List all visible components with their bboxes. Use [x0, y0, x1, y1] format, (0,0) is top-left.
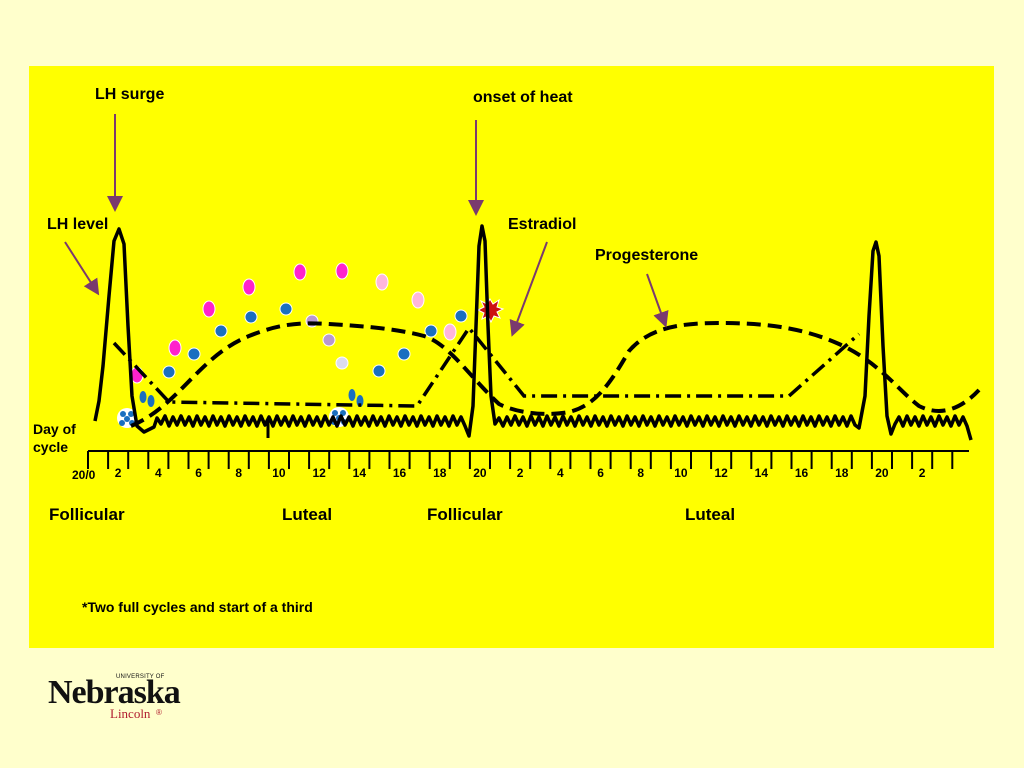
corpus-luteum — [322, 333, 336, 347]
tick-label: 16 — [794, 466, 809, 480]
follicle — [335, 262, 349, 280]
logo-university-of: UNIVERSITY OF — [116, 674, 165, 680]
logo-name: Nebraska — [48, 674, 181, 711]
follicle — [356, 395, 364, 407]
phase-label: Follicular — [427, 505, 503, 524]
follicle — [397, 347, 411, 361]
tick-label: 16 — [392, 466, 407, 480]
tick-label: 20 — [473, 466, 487, 480]
follicle — [279, 302, 293, 316]
estradiol-label: Estradiol — [508, 216, 577, 233]
tick-label: 6 — [195, 466, 202, 480]
lh-surge-label: LH surge — [95, 86, 165, 103]
tick-label: 8 — [235, 466, 243, 480]
tick-label: 6 — [597, 466, 604, 480]
tick-label: 10 — [674, 466, 688, 480]
follicle — [139, 391, 147, 403]
lh-curve — [93, 224, 973, 441]
tick-label: 4 — [155, 466, 162, 480]
progesterone-label: Progesterone — [595, 247, 699, 264]
tick-label: 14 — [754, 466, 769, 480]
tick-label: 20 — [875, 466, 889, 480]
follicle — [411, 291, 425, 309]
tick-label: 18 — [835, 466, 849, 480]
axis-start-label: 20/0 — [72, 468, 96, 482]
follicle — [372, 364, 386, 378]
diagram-panel: LH surge onset of heat LH level Estradio… — [29, 66, 994, 648]
follicle — [168, 339, 182, 357]
follicle — [147, 395, 155, 407]
tick-label: 2 — [918, 466, 926, 480]
progesterone-curve — [130, 320, 981, 428]
follicle — [454, 309, 468, 323]
follicle-arc — [117, 262, 505, 428]
logo-registered-mark: ® — [156, 708, 162, 717]
corpus-luteum — [335, 356, 349, 370]
follicle — [443, 323, 457, 341]
follicle — [424, 324, 438, 338]
phase-label: Follicular — [49, 505, 125, 524]
footnote: *Two full cycles and start of a third — [82, 599, 313, 615]
follicle — [348, 389, 356, 401]
tick-label: 14 — [352, 466, 367, 480]
follicle — [293, 263, 307, 281]
tick-label: 12 — [312, 466, 326, 480]
tick-label: 4 — [557, 466, 564, 480]
hormone-cycle-diagram — [64, 114, 981, 469]
university-logo: Nebraska UNIVERSITY OF Lincoln ® — [48, 672, 181, 724]
phase-label: Luteal — [685, 505, 736, 524]
day-axis — [87, 450, 969, 469]
logo-city: Lincoln — [110, 706, 151, 721]
lh-level-label: LH level — [47, 216, 109, 233]
follicle — [202, 300, 216, 318]
tick-label: 8 — [637, 466, 645, 480]
tick-label: 2 — [516, 466, 524, 480]
lh-level-arrow — [64, 241, 100, 296]
follicle — [162, 365, 176, 379]
follicle — [187, 347, 201, 361]
estradiol-arrow — [509, 241, 548, 337]
progesterone-arrow — [646, 273, 669, 328]
tick-label: 10 — [272, 466, 286, 480]
tick-label: 18 — [433, 466, 447, 480]
tick-label: 2 — [114, 466, 122, 480]
follicle — [244, 310, 258, 324]
estradiol-curve — [112, 325, 861, 408]
follicle — [375, 273, 389, 291]
follicle — [214, 324, 228, 338]
tick-label: 12 — [714, 466, 728, 480]
day-of-cycle-label: Day of cycle — [33, 421, 76, 455]
heat-star-icon — [476, 298, 505, 324]
phase-label: Luteal — [282, 505, 333, 524]
onset-of-heat-label: onset of heat — [473, 89, 573, 106]
follicle — [242, 278, 256, 296]
